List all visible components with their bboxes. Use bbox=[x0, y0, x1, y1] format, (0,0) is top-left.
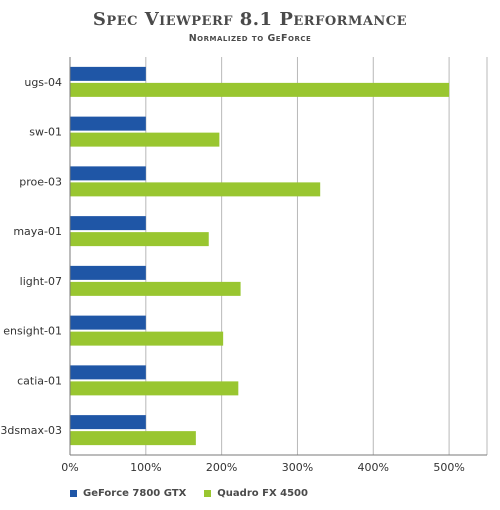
x-tick-label-2: 200% bbox=[206, 461, 237, 474]
x-tick-label-4: 400% bbox=[358, 461, 389, 474]
bar-ensight-01-series-1 bbox=[70, 331, 224, 346]
labels: 0% 100% 200% 300% 400% 500% ugs-04 sw-01 proe-03… bbox=[0, 76, 464, 474]
bar-maya-01-series-0 bbox=[70, 216, 146, 231]
category-label-4: light-07 bbox=[20, 275, 62, 288]
bar-proe-03-series-0 bbox=[70, 166, 146, 181]
bar-maya-01-series-1 bbox=[70, 232, 209, 247]
legend-label-geforce: GeForce 7800 GTX bbox=[83, 488, 187, 499]
x-tick-label-5: 500% bbox=[433, 461, 464, 474]
legend-item-quadro: Quadro FX 4500 bbox=[204, 488, 308, 499]
bar-light-07-series-1 bbox=[70, 281, 241, 296]
category-label-2: proe-03 bbox=[19, 175, 62, 188]
bar-sw-01-series-0 bbox=[70, 116, 146, 131]
category-label-0: ugs-04 bbox=[24, 76, 62, 89]
x-tick-label-3: 300% bbox=[282, 461, 313, 474]
legend-swatch-quadro bbox=[204, 490, 212, 497]
bar-light-07-series-0 bbox=[70, 265, 146, 280]
chart-subtitle: Normalized to GeForce bbox=[188, 33, 312, 44]
legend-label-quadro: Quadro FX 4500 bbox=[217, 488, 308, 499]
bar-ensight-01-series-0 bbox=[70, 315, 146, 330]
x-tick-label-1: 100% bbox=[130, 461, 161, 474]
bar-catia-01-series-0 bbox=[70, 365, 146, 380]
category-label-6: catia-01 bbox=[17, 374, 62, 387]
bar-proe-03-series-1 bbox=[70, 182, 321, 197]
legend: GeForce 7800 GTX Quadro FX 4500 bbox=[70, 488, 326, 499]
bars bbox=[70, 66, 450, 446]
category-label-5: ensight-01 bbox=[3, 325, 62, 338]
category-label-7: 3dsmax-03 bbox=[0, 424, 62, 437]
bar-catia-01-series-1 bbox=[70, 381, 239, 396]
bar-sw-01-series-1 bbox=[70, 132, 220, 147]
axes bbox=[69, 57, 487, 456]
category-label-3: maya-01 bbox=[13, 225, 62, 238]
bar-ugs-04-series-1 bbox=[70, 82, 450, 97]
legend-swatch-geforce bbox=[70, 490, 77, 497]
bar-3dsmax-03-series-0 bbox=[70, 415, 146, 430]
legend-item-geforce: GeForce 7800 GTX bbox=[70, 488, 186, 499]
bar-ugs-04-series-0 bbox=[70, 66, 146, 81]
x-tick-label-0: 0% bbox=[61, 461, 78, 474]
chart-title: Spec Viewperf 8.1 Performance bbox=[92, 9, 408, 30]
bar-3dsmax-03-series-1 bbox=[70, 431, 196, 446]
category-label-1: sw-01 bbox=[29, 126, 62, 139]
